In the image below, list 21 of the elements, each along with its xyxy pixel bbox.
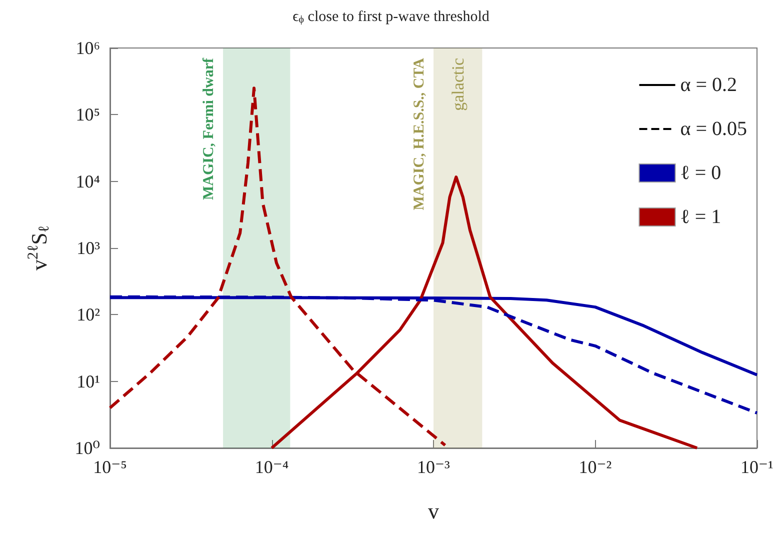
y-tick-label: 10¹ <box>76 371 100 392</box>
legend-label: α = 0.2 <box>680 74 738 96</box>
x-tick-label: 10⁻¹ <box>740 457 774 477</box>
y-tick-label: 10⁵ <box>76 104 100 125</box>
x-tick-label: 10⁻² <box>578 457 612 477</box>
y-tick-label: 10⁴ <box>76 171 100 192</box>
annotation: MAGIC, Fermi dwarf <box>201 56 218 200</box>
legend-label: ℓ = 0 <box>680 162 722 184</box>
y-tick-label: 10⁶ <box>76 38 100 58</box>
legend-label: ℓ = 1 <box>680 206 722 228</box>
legend-label: α = 0.05 <box>680 118 748 140</box>
y-axis-title: v2ℓSℓ <box>26 225 52 271</box>
x-tick-label: 10⁻⁵ <box>93 457 127 477</box>
x-tick-label: 10⁻⁴ <box>254 457 289 477</box>
band-label: galactic <box>448 58 468 111</box>
x-axis-title: v <box>428 498 439 524</box>
y-tick-label: 10² <box>76 304 100 325</box>
annotation: MAGIC, H.E.S.S., CTA <box>412 58 428 210</box>
y-tick-label: 10³ <box>76 238 101 258</box>
x-tick-label: 10⁻³ <box>417 457 451 477</box>
y-tick-label: 10⁰ <box>74 438 100 458</box>
